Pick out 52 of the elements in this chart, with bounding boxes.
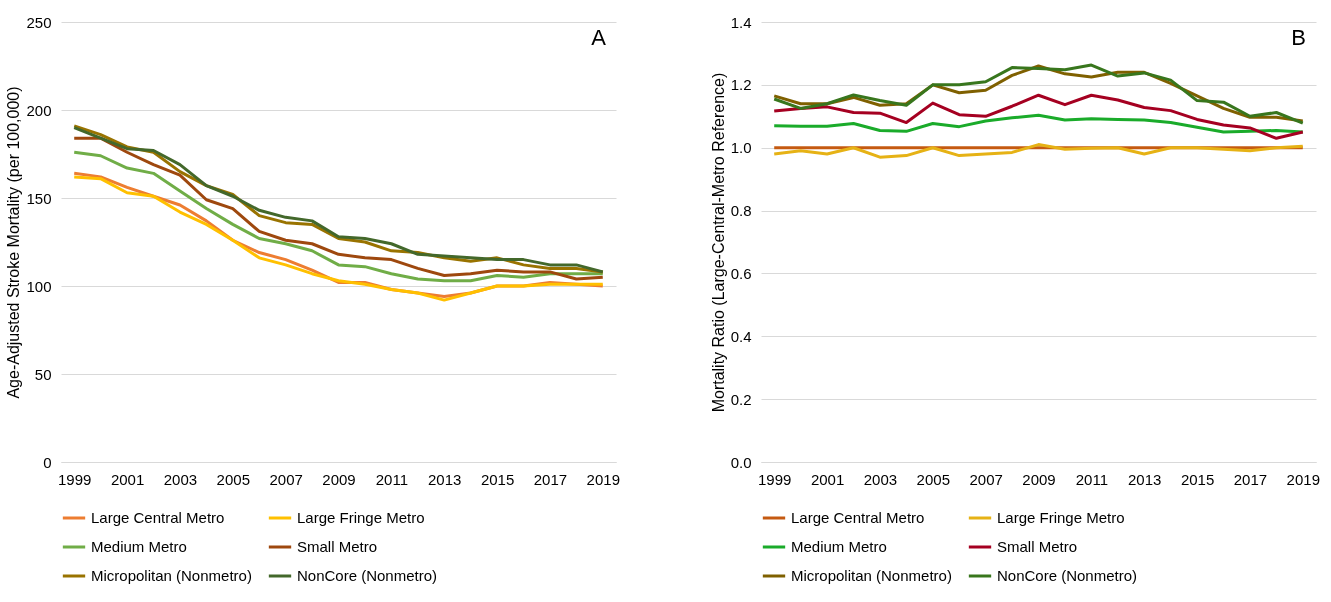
- x-tick-label: 2011: [1075, 470, 1108, 488]
- y-tick-label: 100: [26, 277, 52, 295]
- x-tick-label: 2013: [428, 470, 462, 488]
- x-tick-label: 2007: [969, 470, 1003, 488]
- legend-label: Micropolitan (Nonmetro): [791, 567, 952, 584]
- legend-label: Micropolitan (Nonmetro): [91, 567, 252, 584]
- x-tick-label: 2019: [1286, 470, 1320, 488]
- x-tick-label: 2009: [322, 470, 356, 488]
- y-tick-label: 150: [26, 189, 52, 207]
- legend-label: Small Metro: [997, 538, 1078, 555]
- y-tick-label: 0.2: [730, 390, 752, 408]
- x-tick-label: 1999: [758, 470, 792, 488]
- x-tick-label: 2015: [480, 470, 515, 488]
- legend-label: NonCore (Nonmetro): [997, 567, 1138, 584]
- y-tick-label: 1.4: [730, 13, 752, 31]
- x-tick-label: 2003: [163, 470, 198, 488]
- x-tick-label: 2001: [110, 470, 145, 488]
- x-tick-label: 1999: [58, 470, 92, 488]
- x-tick-label: 2005: [916, 470, 950, 488]
- y-tick-label: 0.4: [730, 327, 752, 345]
- annotation: A: [591, 25, 607, 50]
- y-tick-label: 0.0: [730, 453, 752, 471]
- legend-label: Large Central Metro: [91, 509, 225, 526]
- x-tick-label: 2009: [1022, 470, 1056, 488]
- x-tick-label: 2003: [863, 470, 898, 488]
- x-tick-label: 2019: [586, 470, 620, 488]
- annotation: B: [1291, 25, 1306, 50]
- x-tick-label: 2001: [810, 470, 845, 488]
- y-tick-label: 1.0: [730, 139, 752, 157]
- y-tick-label: 0: [43, 453, 52, 471]
- legend-label: Large Central Metro: [791, 509, 925, 526]
- x-tick-label: 2017: [533, 470, 568, 488]
- y-tick-label: 200: [26, 101, 52, 119]
- y-tick-label: 0.6: [730, 264, 752, 282]
- y-axis-title: Mortality Ratio (Large-Central-Metro Reference): [709, 72, 727, 413]
- y-tick-label: 250: [26, 13, 52, 31]
- y-tick-label: 50: [34, 365, 52, 383]
- y-axis-title: Age-Adjusted Stroke Mortality (per 100,000): [5, 86, 23, 399]
- legend-label: Small Metro: [297, 538, 378, 555]
- x-tick-label: 2011: [375, 470, 408, 488]
- x-tick-label: 2017: [1233, 470, 1268, 488]
- legend-label: Large Fringe Metro: [297, 509, 425, 526]
- x-tick-label: 2005: [216, 470, 250, 488]
- y-tick-label: 0.8: [730, 202, 752, 220]
- legend-label: NonCore (Nonmetro): [297, 567, 438, 584]
- x-tick-label: 2007: [269, 470, 303, 488]
- y-tick-label: 1.2: [730, 76, 752, 94]
- legend-label: Large Fringe Metro: [997, 509, 1125, 526]
- legend-label: Medium Metro: [91, 538, 187, 555]
- legend-label: Medium Metro: [791, 538, 887, 555]
- x-tick-label: 2013: [1128, 470, 1162, 488]
- x-tick-label: 2015: [1180, 470, 1215, 488]
